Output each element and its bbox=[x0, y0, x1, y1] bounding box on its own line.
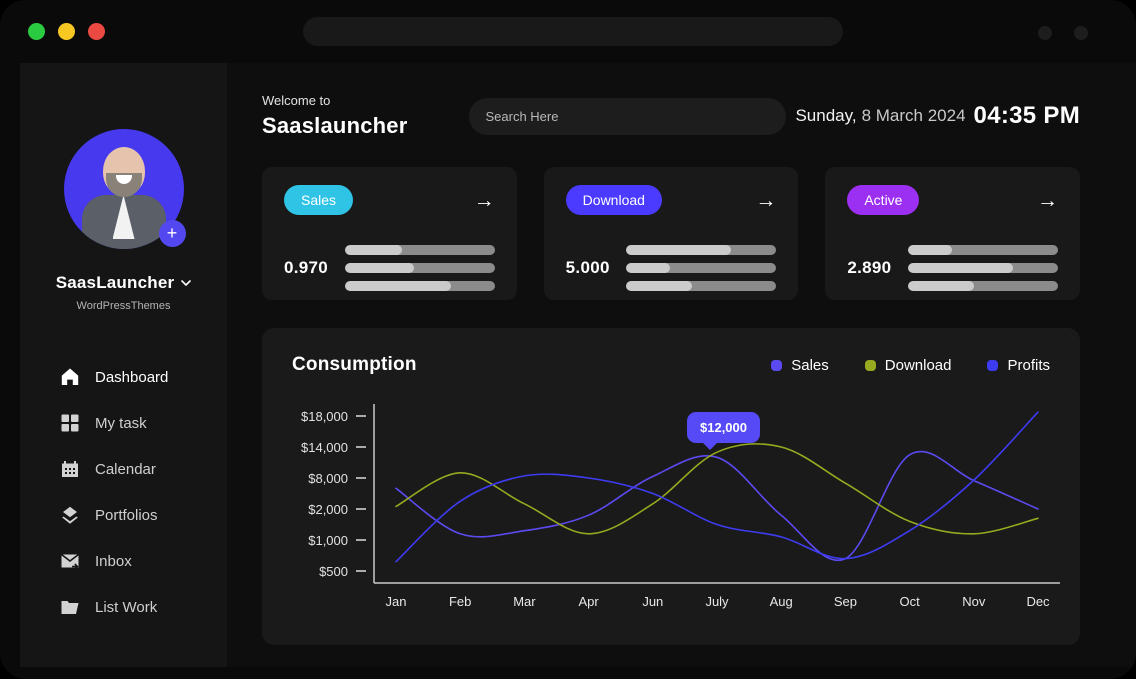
svg-text:Dec: Dec bbox=[1026, 594, 1050, 609]
address-bar[interactable] bbox=[303, 17, 843, 46]
sales-value: 0.970 bbox=[284, 258, 329, 277]
main-content: Welcome to Saaslauncher Sunday, 8 March … bbox=[227, 63, 1136, 667]
page-header: Welcome to Saaslauncher Sunday, 8 March … bbox=[262, 93, 1080, 139]
profits-dot-icon bbox=[987, 359, 999, 371]
svg-text:Nov: Nov bbox=[962, 594, 986, 609]
progress-bar bbox=[908, 245, 1059, 255]
profile-name[interactable]: SaasLauncher bbox=[20, 273, 227, 293]
chart-title: Consumption bbox=[292, 354, 417, 375]
sidebar-item-my-task[interactable]: My task bbox=[20, 400, 227, 446]
progress-bar bbox=[626, 263, 777, 273]
download-dot-icon bbox=[864, 359, 876, 371]
folder-icon bbox=[60, 597, 80, 617]
datetime: Sunday, 8 March 2024 04:35 PM bbox=[795, 102, 1080, 130]
svg-text:Sep: Sep bbox=[834, 594, 857, 609]
active-value: 2.890 bbox=[847, 258, 892, 277]
sidebar-item-calendar[interactable]: Calendar bbox=[20, 446, 227, 492]
titlebar-buttons bbox=[1038, 26, 1088, 40]
inbox-icon bbox=[60, 551, 80, 571]
grid-icon bbox=[60, 413, 80, 433]
add-account-button[interactable]: + bbox=[158, 220, 186, 247]
svg-text:$1,000: $1,000 bbox=[308, 533, 348, 548]
search-input[interactable] bbox=[469, 97, 787, 135]
legend-profits[interactable]: Profits bbox=[987, 357, 1050, 374]
sales-bars bbox=[344, 245, 495, 291]
progress-bar bbox=[344, 281, 495, 291]
line-chart: $18,000 $14,000 $8,000 $2,000 $1,000 $500 Jan F… bbox=[272, 384, 1072, 634]
sidebar-item-inbox[interactable]: Inbox bbox=[20, 538, 227, 584]
svg-text:$8,000: $8,000 bbox=[308, 471, 348, 486]
svg-text:$18,000: $18,000 bbox=[301, 409, 348, 424]
chevron-down-icon bbox=[181, 280, 192, 286]
sidebar-item-portfolios[interactable]: Portfolios bbox=[20, 492, 227, 538]
svg-text:Aug: Aug bbox=[770, 594, 793, 609]
zoom-window-icon[interactable] bbox=[88, 23, 105, 40]
titlebar-dot-icon[interactable] bbox=[1038, 26, 1052, 40]
profile-subtitle: WordPressThemes bbox=[76, 300, 171, 312]
close-window-icon[interactable] bbox=[28, 23, 45, 40]
time-text: 04:35 PM bbox=[973, 102, 1080, 129]
active-card: Active → 2.890 bbox=[825, 167, 1081, 300]
active-bars bbox=[908, 245, 1059, 291]
download-value: 5.000 bbox=[565, 258, 610, 277]
arrow-right-icon[interactable]: → bbox=[473, 188, 495, 212]
date-day: Sunday, bbox=[795, 106, 857, 125]
svg-text:Feb: Feb bbox=[449, 594, 471, 609]
progress-bar bbox=[908, 281, 1059, 291]
svg-text:Apr: Apr bbox=[578, 594, 599, 609]
chart-tooltip: $12,000 bbox=[687, 412, 760, 451]
svg-text:$500: $500 bbox=[319, 564, 348, 579]
svg-text:$14,000: $14,000 bbox=[301, 440, 348, 455]
titlebar-dot-icon[interactable] bbox=[1074, 26, 1088, 40]
arrow-right-icon[interactable]: → bbox=[755, 188, 777, 212]
calendar-icon bbox=[60, 459, 80, 479]
legend-sales[interactable]: Sales bbox=[771, 357, 829, 374]
sidebar: + SaasLauncher WordPressThemes Dashboard bbox=[20, 63, 227, 667]
progress-bar bbox=[626, 281, 777, 291]
window-titlebar bbox=[0, 0, 1136, 63]
consumption-chart-card: Consumption Sales Download Profits bbox=[262, 328, 1080, 645]
svg-text:Jun: Jun bbox=[642, 594, 663, 609]
avatar bbox=[63, 129, 184, 249]
sales-card: Sales → 0.970 bbox=[262, 167, 517, 300]
svg-text:Jan: Jan bbox=[386, 594, 407, 609]
download-card: Download → 5.000 bbox=[543, 167, 799, 300]
chart-canvas: $18,000 $14,000 $8,000 $2,000 $1,000 $500 Jan F… bbox=[301, 404, 1060, 609]
welcome-text: Welcome to bbox=[262, 93, 331, 108]
active-badge: Active bbox=[847, 185, 920, 215]
download-bars bbox=[626, 245, 777, 291]
svg-text:$2,000: $2,000 bbox=[308, 502, 348, 517]
svg-text:Mar: Mar bbox=[513, 594, 536, 609]
svg-text:July: July bbox=[705, 594, 729, 609]
sidebar-item-dashboard[interactable]: Dashboard bbox=[20, 354, 227, 400]
layers-icon bbox=[60, 505, 80, 525]
sales-badge: Sales bbox=[284, 185, 354, 215]
traffic-lights bbox=[28, 23, 105, 40]
legend-download[interactable]: Download bbox=[864, 357, 951, 374]
sidebar-nav: Dashboard My task Calendar bbox=[20, 354, 227, 630]
progress-bar bbox=[344, 245, 495, 255]
page-title: Saaslauncher bbox=[262, 113, 408, 138]
progress-bar bbox=[626, 245, 777, 255]
date-text: 8 March 2024 bbox=[861, 106, 966, 125]
download-badge: Download bbox=[565, 185, 662, 215]
progress-bar bbox=[908, 263, 1059, 273]
stat-cards: Sales → 0.970 Download → 5.000 bbox=[262, 167, 1081, 300]
chart-legend: Sales Download Profits bbox=[771, 357, 1050, 374]
sidebar-item-list-work[interactable]: List Work bbox=[20, 584, 227, 630]
minimize-window-icon[interactable] bbox=[58, 23, 75, 40]
home-icon bbox=[60, 367, 80, 387]
progress-bar bbox=[344, 263, 495, 273]
arrow-right-icon[interactable]: → bbox=[1037, 188, 1059, 212]
sales-dot-icon bbox=[771, 359, 783, 371]
svg-text:Oct: Oct bbox=[899, 594, 920, 609]
